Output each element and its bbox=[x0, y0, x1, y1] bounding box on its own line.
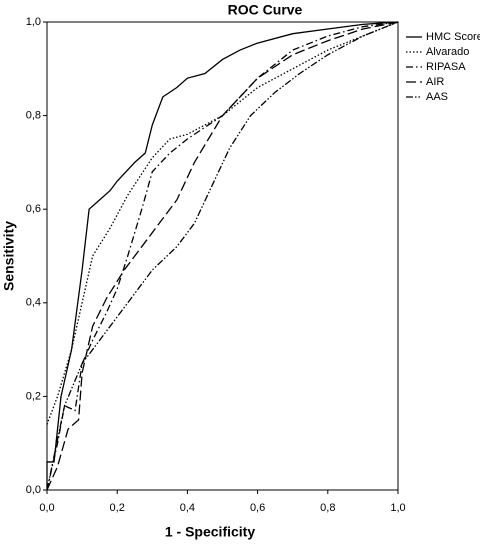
legend-label: RIPASA bbox=[426, 61, 466, 73]
roc-line bbox=[46, 21, 399, 491]
legend-label: AAS bbox=[426, 91, 448, 103]
y-tick-label: 0,0 bbox=[26, 484, 41, 496]
x-tick-label: 0,4 bbox=[180, 502, 195, 514]
x-tick-label: 0,0 bbox=[39, 502, 54, 514]
y-axis-label: Sensitivity bbox=[1, 221, 17, 291]
y-tick-label: 1,0 bbox=[26, 16, 41, 28]
y-tick-label: 0,8 bbox=[26, 110, 41, 122]
y-tick-label: 0,6 bbox=[26, 203, 41, 215]
y-tick-label: 0,4 bbox=[26, 297, 41, 309]
legend-label: Alvarado bbox=[426, 46, 469, 58]
legend-label: AIR bbox=[426, 76, 444, 88]
plot-frame bbox=[46, 21, 399, 491]
x-tick-label: 0,6 bbox=[250, 502, 265, 514]
roc-line bbox=[46, 21, 399, 490]
y-tick-label: 0,2 bbox=[26, 390, 41, 402]
roc-line bbox=[46, 21, 399, 491]
roc-line bbox=[46, 21, 399, 425]
x-tick-label: 0,2 bbox=[110, 502, 125, 514]
chart-title: ROC Curve bbox=[228, 2, 303, 18]
x-tick-label: 0,8 bbox=[320, 502, 335, 514]
roc-line bbox=[46, 21, 399, 491]
x-axis-label: 1 - Specificity bbox=[165, 524, 255, 540]
legend-label: HMC Score bbox=[426, 31, 480, 43]
x-tick-label: 1,0 bbox=[390, 502, 405, 514]
